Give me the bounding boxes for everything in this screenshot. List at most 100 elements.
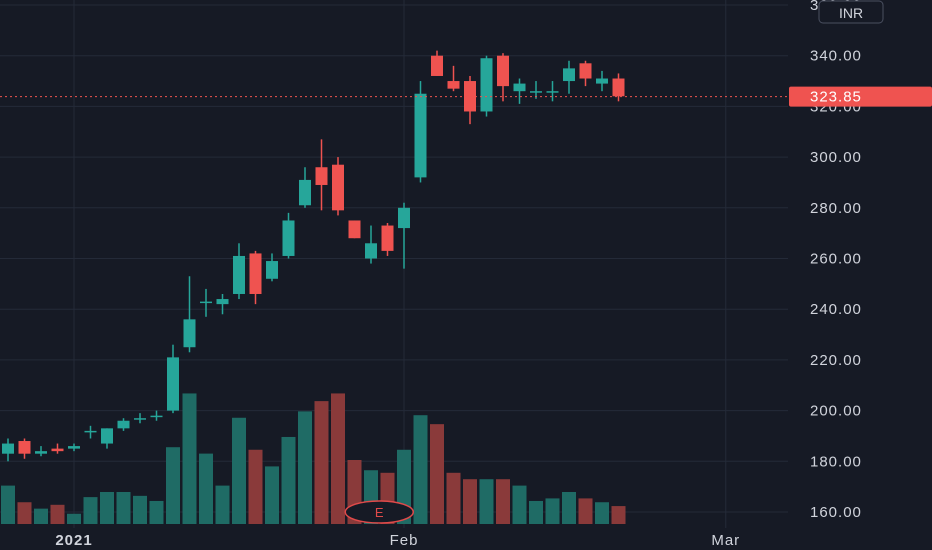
volume-bar xyxy=(298,411,312,524)
candle-body xyxy=(365,243,377,259)
candle xyxy=(134,413,146,424)
candle-body xyxy=(315,167,328,185)
price-tick-label: 200.00 xyxy=(810,403,862,420)
candle xyxy=(414,81,427,183)
candle xyxy=(200,288,212,317)
price-tick-label: 280.00 xyxy=(810,200,862,217)
candle xyxy=(596,70,608,92)
volume-bar xyxy=(166,447,180,524)
volume-bar xyxy=(529,500,543,524)
candle xyxy=(315,139,328,211)
current-price-box xyxy=(789,86,932,107)
candle-body xyxy=(579,63,592,79)
volume-bar xyxy=(314,401,329,524)
volume-bar xyxy=(281,436,296,524)
volume-bar xyxy=(496,479,510,524)
candle xyxy=(579,60,592,87)
time-tick-label: 2021 xyxy=(55,532,92,549)
candle xyxy=(381,223,394,256)
candle-body xyxy=(563,68,575,82)
volume-bar xyxy=(331,393,345,524)
volume-bar xyxy=(479,479,494,524)
candle-body xyxy=(216,299,229,305)
volume-bars xyxy=(1,393,626,524)
time-tick-label: Feb xyxy=(390,532,419,549)
candle xyxy=(513,78,526,104)
earnings-event-marker[interactable]: E xyxy=(344,500,414,524)
candle-body xyxy=(299,179,311,206)
candle xyxy=(84,425,97,439)
candle xyxy=(117,418,130,431)
candle xyxy=(216,293,229,315)
time-axis: 2021 Feb Mar xyxy=(55,532,740,549)
currency-badge[interactable]: INR xyxy=(818,0,884,24)
volume-bar xyxy=(265,466,279,524)
volume-bar xyxy=(578,498,593,524)
candle-body xyxy=(134,418,146,420)
candle xyxy=(150,410,163,421)
volume-bar xyxy=(446,472,461,524)
candle xyxy=(497,53,509,102)
candle-body xyxy=(18,441,31,454)
candle xyxy=(480,55,493,117)
candle-body xyxy=(200,301,212,304)
volume-bar xyxy=(182,393,197,524)
earnings-event-label: E xyxy=(375,505,384,520)
candle-body xyxy=(51,448,64,452)
price-tick-label: 240.00 xyxy=(810,301,862,318)
candle-body xyxy=(480,58,493,112)
volume-bar xyxy=(413,415,428,524)
time-tick-label: Mar xyxy=(711,532,740,549)
candle xyxy=(183,276,196,353)
candle-body xyxy=(332,164,344,211)
candle xyxy=(249,250,262,305)
volume-bar xyxy=(50,504,65,524)
candle xyxy=(2,438,14,462)
candle xyxy=(18,438,31,459)
price-tick-label: 220.00 xyxy=(810,352,862,369)
candle-body xyxy=(84,430,97,433)
volume-bar xyxy=(215,485,230,524)
candle-body xyxy=(530,91,542,93)
volume-bar xyxy=(611,506,626,524)
volume-bar xyxy=(133,495,147,524)
price-tick-label: 260.00 xyxy=(810,251,862,268)
candle xyxy=(68,443,80,452)
candle xyxy=(398,202,410,269)
candle-body xyxy=(150,415,163,418)
volume-bar xyxy=(116,492,131,524)
volume-bar xyxy=(67,513,81,524)
candle xyxy=(447,65,460,92)
candle xyxy=(530,81,542,99)
candle xyxy=(332,157,344,216)
current-price-tag: 323.85 xyxy=(789,86,932,107)
volume-bar xyxy=(512,485,527,524)
candle-body xyxy=(266,261,278,279)
candle-body xyxy=(431,55,443,76)
candle xyxy=(365,225,377,264)
volume-bar xyxy=(545,498,560,524)
volume-bar xyxy=(1,485,15,524)
candle-body xyxy=(414,93,427,178)
current-price-label: 323.85 xyxy=(810,89,862,106)
candle-body xyxy=(183,319,196,348)
candle-body xyxy=(249,253,262,294)
volume-bar xyxy=(83,497,98,524)
volume-bar xyxy=(34,508,48,524)
candle xyxy=(167,344,179,414)
price-tick-label: 340.00 xyxy=(810,48,862,65)
candle-body xyxy=(447,81,460,89)
volume-bar xyxy=(595,502,609,524)
candle-body xyxy=(233,255,245,294)
currency-label: INR xyxy=(839,5,863,21)
candle xyxy=(546,81,559,102)
candle-body xyxy=(117,420,130,429)
candle xyxy=(101,428,113,449)
candle xyxy=(233,243,245,300)
candle xyxy=(563,60,575,94)
candle xyxy=(612,73,625,102)
volume-bar xyxy=(17,502,32,524)
volume-bar xyxy=(100,492,114,524)
volume-bar xyxy=(463,479,477,524)
